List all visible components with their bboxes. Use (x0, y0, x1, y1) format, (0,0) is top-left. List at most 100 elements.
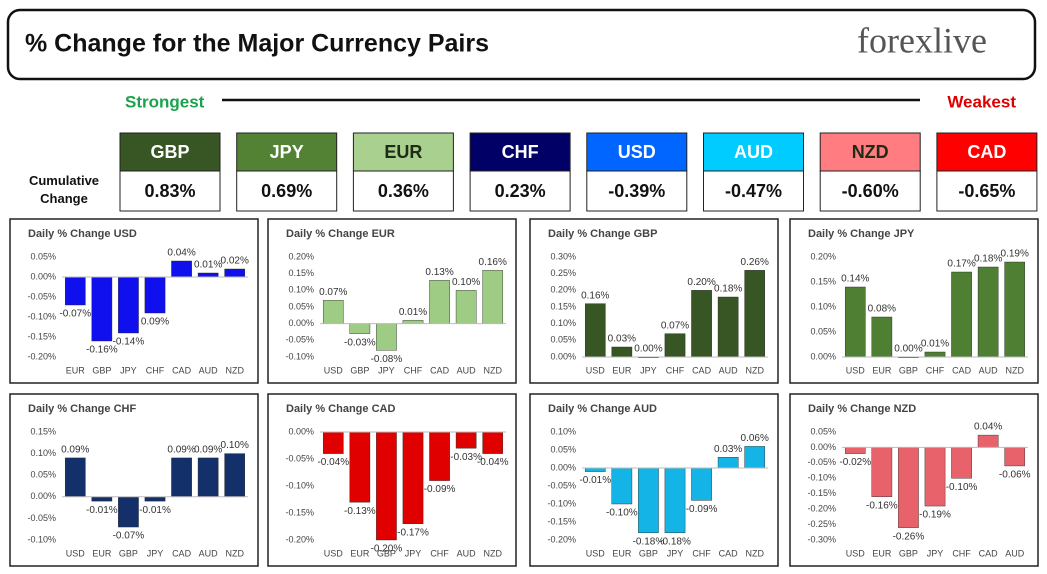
bar (118, 496, 139, 528)
tile-name: NZD (852, 142, 889, 162)
bar (638, 467, 659, 534)
bar (197, 457, 219, 498)
chart-title: Daily % Change NZD (808, 403, 916, 415)
row-label: Cumulative Change (28, 173, 100, 206)
y-tick-label: 0.05% (550, 444, 576, 454)
bar (171, 260, 192, 278)
bar (118, 276, 139, 334)
bar (691, 290, 712, 358)
weakest-label: Weakest (947, 92, 1016, 111)
y-tick-label: -0.10% (27, 311, 56, 321)
bar (584, 303, 606, 358)
y-tick-label: 0.10% (550, 318, 576, 328)
bar (611, 467, 633, 505)
data-label: 0.17% (947, 259, 975, 270)
bar (455, 290, 477, 324)
x-tick-label: JPY (120, 365, 137, 375)
x-tick-label: NZD (745, 548, 764, 558)
data-label: 0.09% (167, 445, 195, 456)
data-label: 0.02% (221, 256, 249, 267)
data-label: 0.08% (868, 304, 896, 315)
data-label: -0.01% (86, 505, 118, 516)
data-label: 0.04% (974, 422, 1002, 433)
x-tick-label: AUD (719, 365, 739, 375)
x-tick-label: NZD (225, 365, 244, 375)
data-label: -0.13% (344, 506, 376, 517)
data-label: -0.16% (86, 345, 118, 356)
x-tick-label: CAD (172, 548, 192, 558)
bar (402, 431, 424, 525)
x-tick-label: EUR (872, 548, 892, 558)
x-tick-label: EUR (350, 548, 370, 558)
data-label: 0.09% (61, 445, 89, 456)
tile-name: AUD (734, 142, 773, 162)
y-tick-label: -0.10% (285, 351, 314, 361)
bar (898, 447, 919, 528)
tile-value-box (469, 170, 571, 212)
data-label: -0.03% (450, 452, 482, 463)
data-label: -0.10% (946, 482, 978, 493)
bar (171, 457, 192, 498)
y-tick-label: 0.00% (810, 351, 836, 361)
y-tick-label: -0.20% (547, 534, 576, 544)
row-label-box: Cumulative Change (28, 173, 100, 206)
x-tick-label: CAD (952, 365, 972, 375)
x-tick-label: GBP (119, 548, 138, 558)
x-tick-label: USD (324, 365, 344, 375)
bar (429, 431, 450, 481)
x-tick-label: NZD (483, 365, 502, 375)
data-label: -0.14% (113, 337, 145, 348)
bar (224, 268, 246, 278)
x-tick-label: NZD (745, 365, 764, 375)
x-tick-label: AUD (979, 365, 999, 375)
y-tick-label: -0.10% (547, 498, 576, 508)
x-tick-label: CHF (666, 365, 685, 375)
y-tick-label: 0.30% (550, 251, 576, 261)
y-tick-label: 0.00% (288, 318, 314, 328)
tile-head (703, 132, 804, 172)
x-tick-label: CHF (146, 365, 165, 375)
data-label: 0.16% (581, 290, 609, 301)
data-label: -0.18% (659, 536, 691, 547)
bar (144, 496, 166, 502)
y-tick-label: -0.15% (285, 507, 314, 517)
tile-value-box (586, 170, 688, 212)
bar (744, 270, 766, 358)
y-tick-label: 0.00% (810, 442, 836, 452)
x-tick-label: USD (846, 548, 866, 558)
tile-value: 0.36% (378, 181, 429, 201)
bar (584, 467, 606, 472)
tile-value-box (819, 170, 921, 212)
bar (91, 276, 113, 342)
bar (871, 316, 893, 358)
data-label: 0.14% (841, 274, 869, 285)
data-label: 0.18% (714, 284, 742, 295)
page-title: % Change for the Major Currency Pairs (25, 30, 489, 58)
data-label: 0.09% (194, 445, 222, 456)
y-tick-label: -0.15% (547, 516, 576, 526)
tile-head (352, 132, 454, 172)
x-tick-label: CAD (719, 548, 739, 558)
y-tick-label: -0.05% (547, 480, 576, 490)
data-label: -0.01% (579, 475, 611, 486)
tile-value: -0.39% (608, 181, 665, 201)
bar (664, 333, 686, 358)
bar (844, 447, 866, 454)
data-label: 0.00% (634, 344, 662, 355)
y-tick-label: -0.30% (807, 534, 836, 544)
data-label: 0.16% (479, 257, 507, 268)
bar (691, 467, 712, 501)
tile-value: -0.60% (842, 181, 899, 201)
x-tick-label: JPY (405, 548, 422, 558)
y-tick-label: 0.25% (550, 268, 576, 278)
data-label: 0.19% (1001, 249, 1029, 260)
x-tick-label: JPY (147, 548, 164, 558)
tile-name: CAD (967, 142, 1006, 162)
chart-title: Daily % Change USD (28, 228, 137, 240)
x-tick-label: AUD (457, 548, 477, 558)
bar (977, 266, 999, 358)
x-tick-label: GBP (350, 365, 369, 375)
y-tick-label: -0.25% (807, 519, 836, 529)
x-tick-label: CHF (926, 365, 945, 375)
bar (871, 447, 893, 497)
